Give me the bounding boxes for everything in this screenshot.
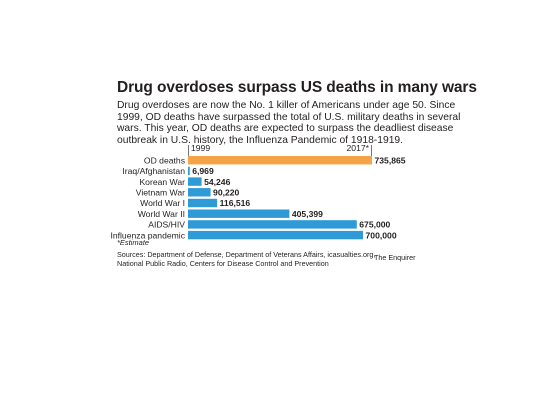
category-label: Influenza pandemic — [110, 230, 185, 240]
bar-7 — [188, 220, 357, 229]
description-line: outbreak in U.S. history, the Influenza … — [117, 134, 404, 146]
value-label: 700,000 — [366, 230, 397, 240]
estimate-note: *Estimate — [117, 238, 150, 247]
bar-8 — [188, 230, 364, 240]
category-label: World War I — [140, 198, 185, 208]
description-line: wars. This year, OD deaths are expected … — [117, 123, 454, 134]
bar-2 — [188, 166, 190, 176]
category-label: OD deaths — [144, 155, 185, 165]
range-end-label: 2017* — [347, 143, 370, 153]
value-label: 90,220 — [213, 188, 240, 198]
category-label: Iraq/Afghanistan — [122, 166, 185, 176]
chart-title: Drug overdoses surpass US deaths in many… — [117, 79, 477, 96]
category-label: Korean War — [139, 177, 185, 187]
bar-6 — [188, 209, 290, 218]
value-label: 54,246 — [204, 177, 231, 187]
sources-text: Sources: Department of Defense, Departme… — [117, 250, 397, 268]
description-line: Drug overdoses are now the No. 1 killer … — [117, 100, 456, 111]
value-label: 405,399 — [292, 209, 323, 219]
sources-line: National Public Radio, Centers for Disea… — [117, 259, 329, 268]
category-label: Vietnam War — [136, 188, 185, 198]
bar-3 — [188, 177, 202, 186]
sources-line: Sources: Department of Defense, Departme… — [117, 250, 376, 259]
chart-description: Drug overdoses are now the No. 1 killer … — [117, 100, 461, 146]
bar-5 — [188, 198, 218, 208]
value-label: 675,000 — [359, 220, 390, 230]
bar-4 — [188, 188, 211, 197]
description-line: 1999, OD deaths have surpassed the total… — [117, 111, 461, 123]
category-label: World War II — [138, 209, 185, 219]
value-label: 735,865 — [375, 155, 406, 165]
bar-1 — [188, 156, 372, 165]
category-label: AIDS/HIV — [148, 220, 185, 230]
range-start-label: 1999 — [191, 143, 210, 153]
value-label: 6,969 — [192, 166, 214, 176]
credit-text: The Enquirer — [374, 253, 416, 262]
value-label: 116,516 — [220, 198, 251, 208]
